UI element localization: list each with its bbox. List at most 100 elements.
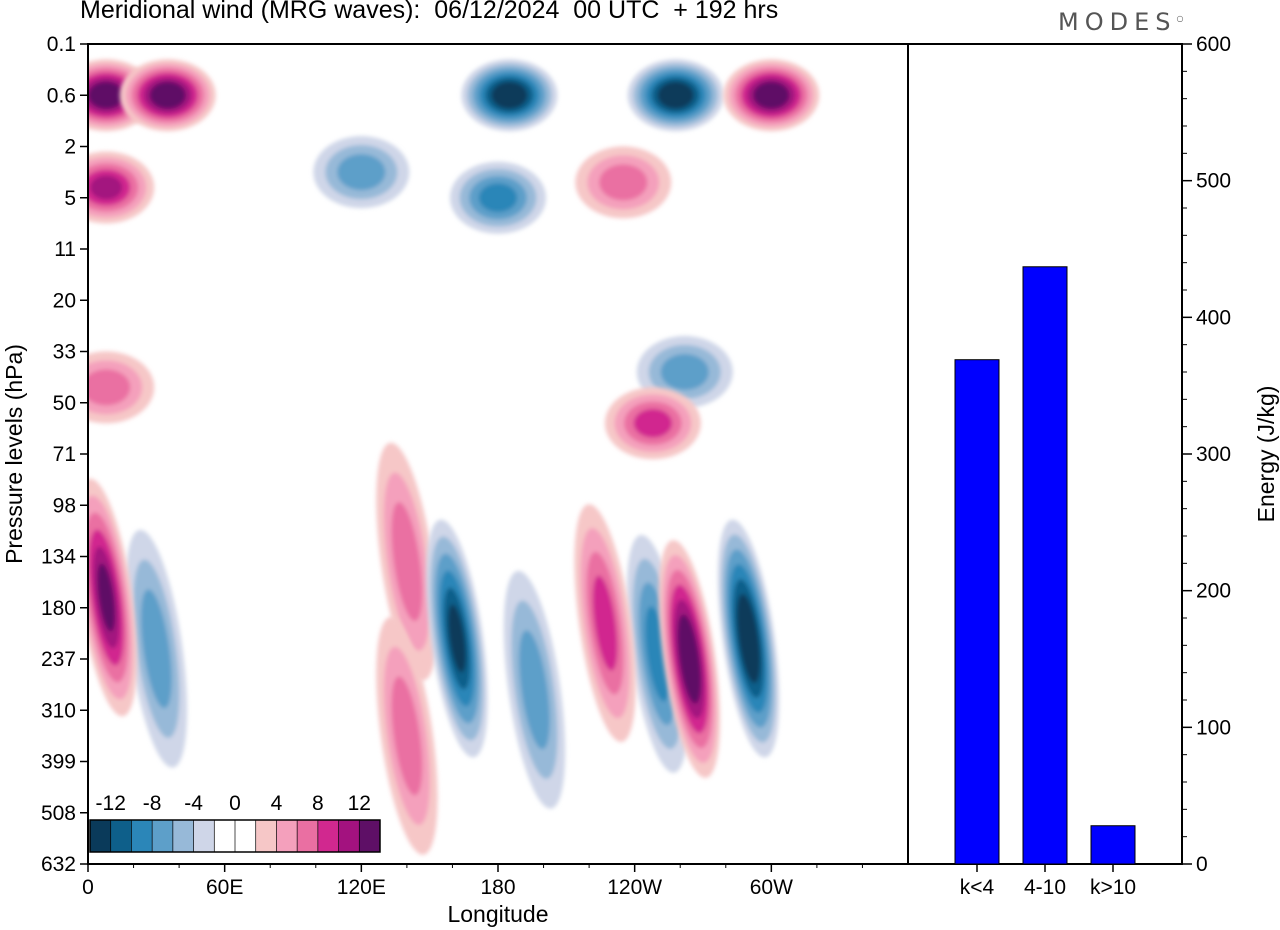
bar-category-label: k<4: [960, 876, 995, 899]
bar-y-tick-label: 300: [1196, 443, 1231, 466]
colorbar-swatch: [131, 820, 153, 852]
colorbar-swatch: [235, 820, 256, 852]
contour-level: [88, 369, 131, 406]
bar: [1022, 266, 1068, 865]
y-tick-label: 5: [64, 187, 76, 210]
colorbar-label: -4: [184, 792, 203, 815]
bar-y-axis-title: Energy (J/kg): [1253, 386, 1279, 523]
colorbar-swatch: [90, 820, 111, 852]
contour-feature: [313, 136, 410, 209]
colorbar-label: -8: [143, 792, 162, 815]
bar-category-label: 4-10: [1024, 876, 1066, 899]
contour-feature: [503, 570, 566, 809]
contour-feature: [627, 59, 724, 132]
contour-level: [681, 629, 698, 689]
y-tick-label: 33: [53, 341, 76, 364]
bar-y-tick-label: 100: [1196, 716, 1231, 739]
contour-feature: [574, 504, 636, 743]
colorbar-label: 0: [229, 792, 241, 815]
y-tick-label: 0.6: [47, 84, 76, 107]
contour-level: [660, 354, 709, 390]
colorbar-swatch: [152, 820, 173, 852]
bar-y-tick-label: 600: [1196, 33, 1231, 56]
y-tick-label: 399: [41, 751, 76, 774]
y-tick-label: 237: [41, 648, 76, 671]
colorbar-swatch: [214, 820, 235, 852]
bar-y-tick-label: 400: [1196, 306, 1231, 329]
contour-level: [337, 154, 386, 191]
bar-y-tick-label: 200: [1196, 580, 1231, 603]
colorbar-swatch: [276, 820, 298, 852]
contour-feature: [376, 616, 438, 855]
contour-feature: [575, 146, 672, 219]
contour-level: [448, 604, 466, 673]
colorbar-label: 4: [271, 792, 283, 815]
y-tick-label: 310: [41, 699, 76, 722]
contour-level: [519, 630, 550, 750]
contour-feature: [426, 519, 488, 758]
colorbar-swatch: [110, 820, 132, 852]
modes-logo: MODES○: [1058, 8, 1183, 36]
colorbar-swatch: [172, 820, 194, 852]
contour-level: [497, 86, 522, 105]
y-tick-label: 508: [41, 802, 76, 825]
heatmap-panel: [88, 44, 908, 864]
colorbar-label: 12: [348, 792, 371, 815]
x-tick-label: 0: [82, 876, 94, 899]
y-tick-label: 180: [41, 597, 76, 620]
contour-level: [740, 608, 757, 669]
contour-feature: [450, 161, 546, 234]
contour-level: [94, 86, 119, 105]
colorbar-swatch: [317, 820, 339, 852]
contour-level: [633, 408, 673, 438]
y-tick-label: 632: [41, 853, 76, 876]
bar-y-tick-label: 500: [1196, 170, 1231, 193]
y-tick-label: 20: [53, 289, 76, 312]
colorbar-swatch: [338, 820, 360, 852]
y-axis-title: Pressure levels (hPa): [1, 344, 27, 564]
colorbar-swatch: [193, 820, 215, 852]
contour-level: [97, 563, 115, 632]
logo-text: MODES: [1058, 8, 1177, 36]
bar-category-label: k>10: [1090, 876, 1136, 899]
contour-feature: [626, 534, 689, 773]
y-tick-label: 11: [54, 238, 76, 261]
chart-title: Meridional wind (MRG waves): 06/12/2024 …: [80, 0, 779, 24]
colorbar: -12 -8 -4 0 4 8 12: [89, 792, 381, 853]
y-tick-label: 2: [64, 136, 76, 159]
contour-level: [599, 164, 648, 201]
x-tick-label: 60E: [206, 876, 243, 899]
colorbar-swatch: [359, 820, 380, 852]
y-tick-label: 71: [53, 443, 76, 466]
bar-panel: k<4 4-10 k>10 0 100 200 300 400 500 600: [907, 33, 1231, 899]
logo-mark: ○: [1176, 14, 1184, 23]
colorbar-label: 8: [312, 792, 324, 815]
contour-level: [391, 502, 423, 622]
contour-level: [645, 606, 670, 702]
colorbar-swatch: [297, 820, 318, 852]
contour-level: [759, 86, 784, 105]
contour-feature: [125, 529, 188, 768]
y-tick-label: 98: [53, 494, 76, 517]
contour-feature: [604, 387, 701, 460]
contour-feature: [723, 59, 820, 132]
x-tick-label: 60W: [750, 876, 793, 899]
contour-level: [592, 575, 618, 671]
y-tick-label: 50: [53, 392, 76, 415]
bar: [1090, 825, 1136, 865]
contour-level: [663, 86, 688, 105]
colorbar-label: -12: [96, 792, 126, 815]
contour-feature: [461, 59, 558, 132]
contour-feature: [88, 351, 155, 424]
y-tick-label: 0.1: [47, 33, 76, 56]
contour-level: [90, 175, 123, 200]
heatmap-axes: 0.1 0.6 2 5 11 20 33 50 71 98 134 180 237 310 399 508 63…: [41, 33, 863, 899]
x-tick-label: 120W: [607, 876, 662, 899]
x-tick-label: 120E: [337, 876, 386, 899]
colorbar-swatch: [255, 820, 277, 852]
contour-level: [478, 183, 518, 213]
contour-feature: [88, 478, 137, 717]
contour-feature: [88, 151, 155, 224]
contour-level: [140, 589, 172, 709]
